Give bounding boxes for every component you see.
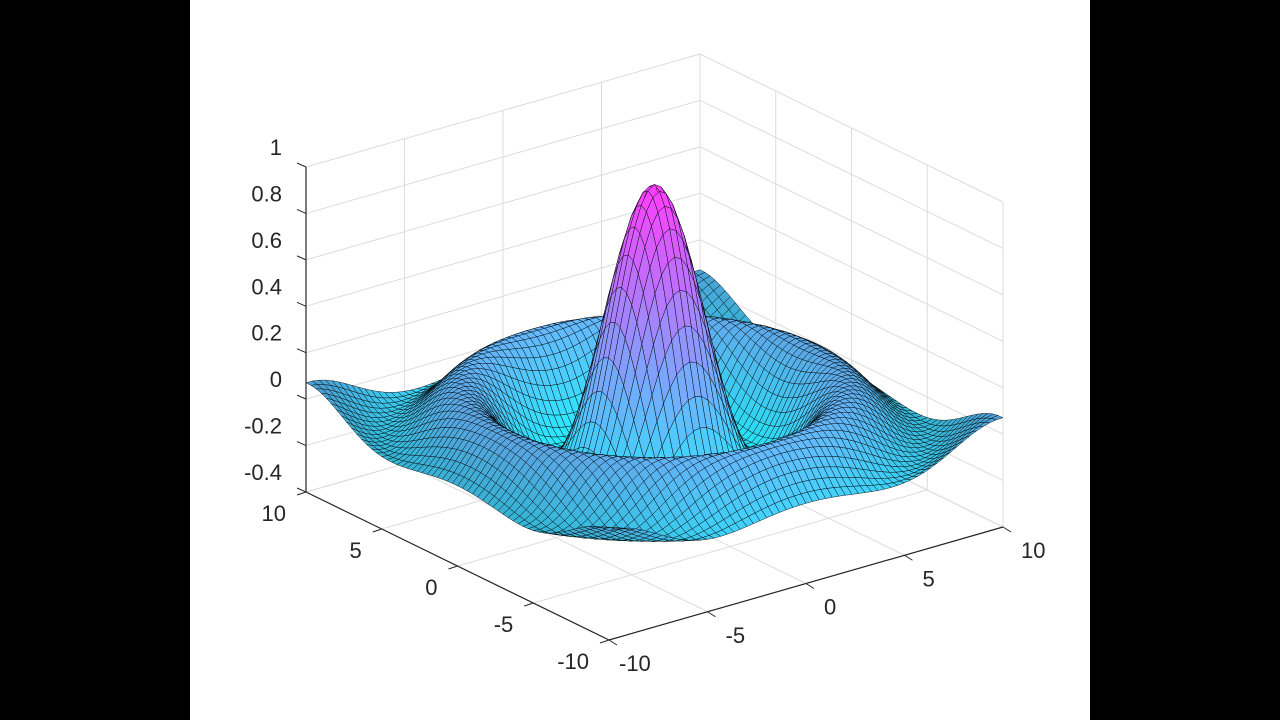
letterbox-left — [0, 0, 190, 720]
z-tick-label: 0.8 — [251, 181, 282, 206]
z-tick-label: 0 — [270, 367, 282, 392]
y-tick-label: -5 — [494, 612, 514, 637]
z-tick-label: 0.4 — [251, 274, 282, 299]
z-tick-label: 1 — [270, 135, 282, 160]
x-axis-tick-labels: -10 -5 0 5 10 — [619, 538, 1045, 676]
y-axis-tick-labels: 10 5 0 -5 -10 — [262, 501, 589, 674]
x-tick-label: -5 — [726, 623, 746, 648]
x-tick-label: -10 — [619, 651, 651, 676]
z-tick-label: 0.2 — [251, 321, 282, 346]
axis-lines — [296, 162, 1012, 646]
y-tick-label: 10 — [262, 501, 286, 526]
x-tick-label: 0 — [824, 595, 836, 620]
x-tick-label: 10 — [1021, 538, 1045, 563]
y-tick-label: 5 — [350, 538, 362, 563]
z-tick-label: -0.2 — [244, 414, 282, 439]
z-axis-tick-labels: 1 0.8 0.6 0.4 0.2 0 -0.2 -0.4 — [244, 135, 282, 485]
x-tick-label: 5 — [923, 566, 935, 591]
z-tick-label: 0.6 — [251, 228, 282, 253]
y-tick-label: -10 — [557, 649, 589, 674]
letterbox-right — [1090, 0, 1280, 720]
sinc-surface — [305, 183, 1004, 542]
z-tick-label: -0.4 — [244, 460, 282, 485]
y-tick-label: 0 — [425, 575, 437, 600]
